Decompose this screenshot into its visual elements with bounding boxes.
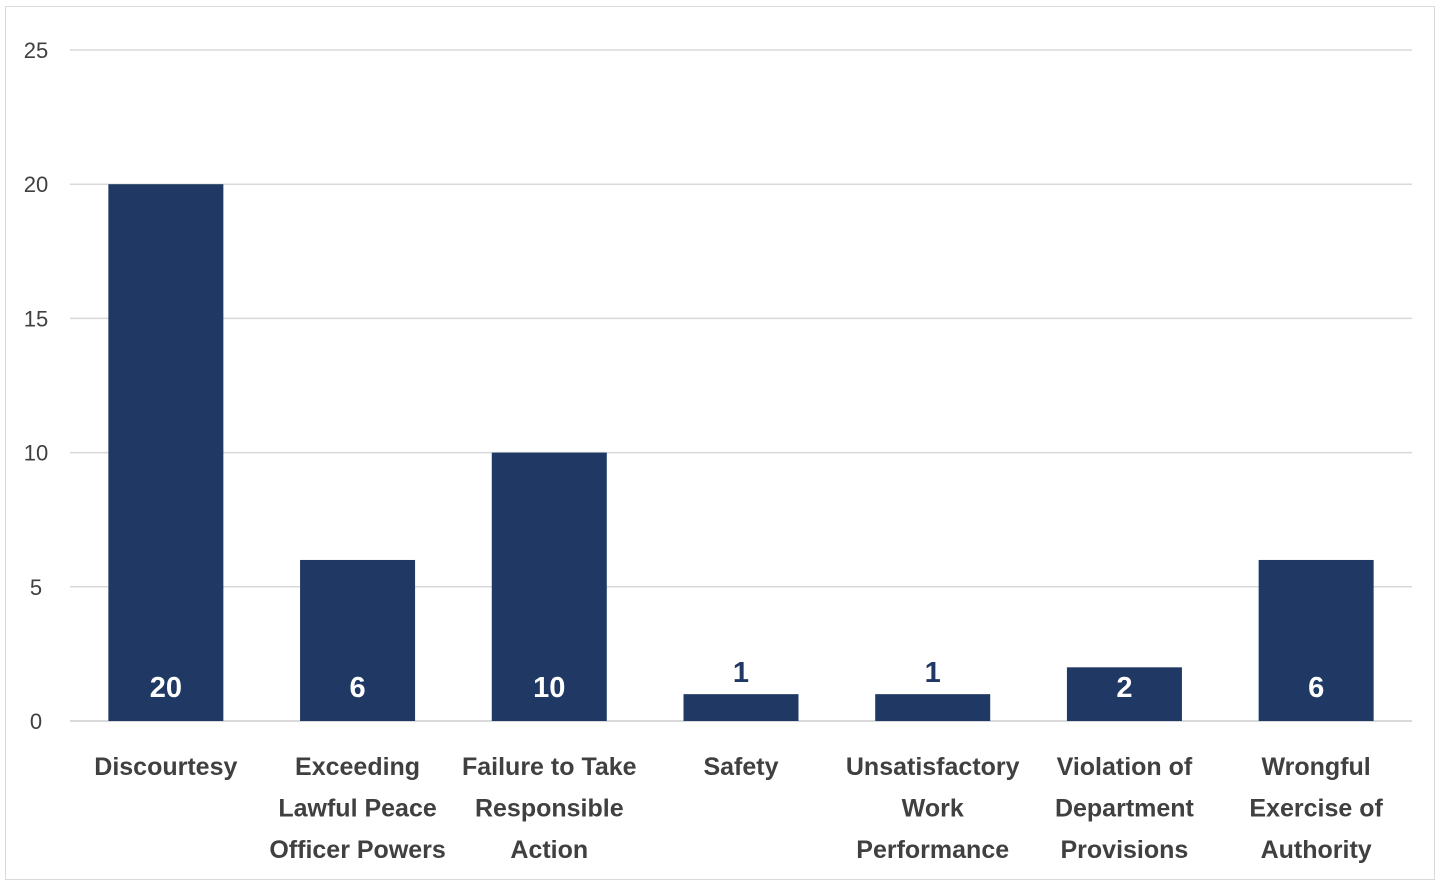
x-tick-label-line: Failure to Take	[462, 753, 637, 781]
bars	[108, 184, 1374, 721]
data-label: 1	[733, 657, 749, 689]
x-tick-label-line: Officer Powers	[269, 836, 445, 864]
data-labels: 20 6 10 1 1 2 6	[150, 657, 1324, 704]
x-tick-label-line: Unsatisfactory	[846, 753, 1020, 781]
y-axis-ticks: 0 5 10 15 20 25	[24, 38, 48, 734]
data-label: 2	[1116, 672, 1132, 704]
x-tick-label-line: Violation of	[1057, 753, 1193, 781]
x-tick-label-line: Discourtesy	[94, 753, 237, 781]
x-tick-label: Unsatisfactory Work Performance	[846, 753, 1020, 864]
y-tick-label: 25	[24, 38, 48, 63]
x-tick-label-line: Exercise of	[1249, 795, 1383, 823]
x-tick-label: Safety	[703, 753, 778, 781]
x-tick-label-line: Authority	[1261, 836, 1372, 864]
x-tick-label: Failure to Take Responsible Action	[462, 753, 637, 864]
x-tick-label-line: Wrongful	[1262, 753, 1371, 781]
y-tick-label: 10	[24, 441, 48, 466]
x-tick-label-line: Work	[902, 795, 964, 823]
x-tick-label: Violation of Department Provisions	[1055, 753, 1195, 864]
x-tick-label-line: Department	[1055, 795, 1195, 823]
x-tick-label-line: Lawful Peace	[278, 795, 436, 823]
x-axis-ticks: Discourtesy Exceeding Lawful Peace Officer …	[94, 753, 1383, 864]
x-tick-label: Wrongful Exercise of Authority	[1249, 753, 1383, 864]
bar	[875, 694, 991, 721]
data-label: 1	[925, 657, 941, 689]
chart-frame	[5, 6, 1435, 880]
x-tick-label-line: Action	[510, 836, 588, 864]
x-tick-label-line: Performance	[856, 836, 1009, 864]
y-tick-label: 0	[30, 709, 42, 734]
bar	[1066, 667, 1182, 721]
y-tick-label: 15	[24, 306, 48, 331]
x-tick-label: Discourtesy	[94, 753, 237, 781]
bar	[491, 452, 607, 721]
bar	[300, 559, 416, 721]
bar	[683, 694, 799, 721]
x-tick-label: Exceeding Lawful Peace Officer Powers	[269, 753, 445, 864]
bar	[108, 184, 224, 721]
data-label: 20	[150, 672, 182, 704]
x-tick-label-line: Exceeding	[295, 753, 420, 781]
data-label: 6	[1308, 672, 1324, 704]
y-tick-label: 5	[30, 575, 42, 600]
x-tick-label-line: Safety	[703, 753, 778, 781]
y-tick-label: 20	[24, 172, 48, 197]
bar	[1258, 559, 1374, 721]
x-tick-label-line: Responsible	[475, 795, 624, 823]
x-tick-label-line: Provisions	[1061, 836, 1189, 864]
data-label: 10	[533, 672, 565, 704]
gridlines	[70, 49, 1412, 722]
data-label: 6	[350, 672, 366, 704]
